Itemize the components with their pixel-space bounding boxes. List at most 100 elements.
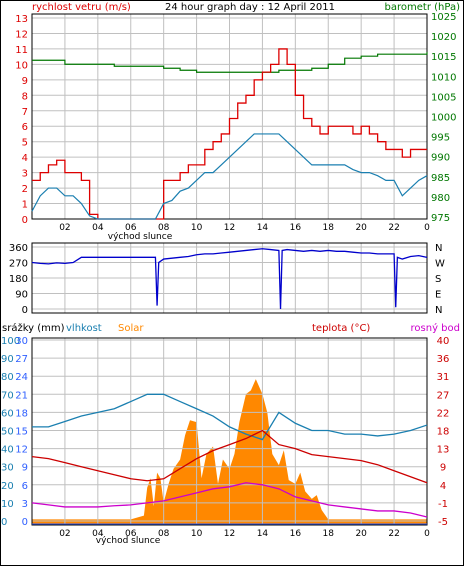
rain-tick-label: 9 [22,463,28,474]
temperature-tick-label: 27 [437,390,450,401]
x-tick-label: 20 [355,529,367,539]
panel-direction-frame [31,242,428,314]
x-tick-label: 04 [92,529,104,539]
y-tick-label: 90 [15,290,28,301]
x-tick-label: 04 [92,223,104,233]
panel-climate-frame [31,337,428,526]
y-tick-label: 1000 [431,113,456,124]
y-tick-label: 1020 [431,32,456,43]
humidity-tick-label: 40 [1,445,14,456]
y-tick-label: 990 [431,153,450,164]
panel-climate-sunrise-label: východ slunce [96,536,161,546]
panel-direction-grid [32,243,428,313]
x-tick-label: 02 [59,529,70,539]
panel-climate-x-axis: 02 04 06 08 10 12 14 16 18 20 22 0 [59,529,430,539]
x-tick-label: 08 [158,529,170,539]
x-tick-label: 08 [158,223,170,233]
compass-label: N [435,243,442,254]
rain-tick-label: 12 [15,445,28,456]
x-tick-label: 16 [290,529,302,539]
rain-tick-label: 0 [22,517,28,528]
series-direction [31,248,428,310]
y-tick-label: 360 [9,243,28,254]
panel-wind-sunrise-label: východ slunce [108,232,173,242]
x-tick-label: 10 [191,529,203,539]
rain-tick-label: 18 [15,408,28,419]
humidity-tick-label: 100 [1,336,20,347]
x-tick-label: 22 [388,529,399,539]
rain-tick-label: 21 [15,390,28,401]
x-tick-label: 06 [125,529,137,539]
panel-climate-series [31,393,428,525]
temperature-tick-label: 31 [437,372,450,383]
x-tick-label: 10 [191,223,203,233]
humidity-tick-label: 10 [1,499,14,510]
humidity-tick-label: 60 [1,408,14,419]
y-tick-label: 1025 [431,12,456,23]
y-tick-label: 270 [9,259,28,270]
rain-tick-label: 3 [22,499,28,510]
humidity-tick-label: 80 [1,372,14,383]
legend-temperature: teplota (°C) [312,323,370,334]
x-tick-label: 14 [257,223,269,233]
panel-wind-right-title: barometr (hPa) [385,2,461,13]
legend-rain: srážky (mm) [2,322,65,334]
series-pressure [32,52,428,73]
rain-tick-label: 27 [15,354,28,365]
panel-wind-frame [31,13,428,220]
temperature-tick-label: 4 [440,481,446,492]
rain-tick-label: 30 [15,336,28,347]
compass-label: E [435,290,441,301]
y-tick-label: 4 [22,153,28,164]
humidity-tick-label: 0 [1,517,7,528]
legend-solar: Solar [118,323,144,334]
panel-climate-rain-axis: 0 3 6 9 12 15 18 21 24 27 30 [15,336,28,528]
x-tick-label: 0 [424,529,430,539]
y-tick-label: 0 [22,305,28,316]
series-temperature [31,429,428,484]
series-gust [31,133,428,220]
rain-tick-label: 6 [22,481,28,492]
temperature-tick-label: 22 [437,408,450,419]
rain-tick-label: 24 [15,372,28,383]
y-tick-label: 5 [22,138,28,149]
x-tick-label: 12 [224,529,235,539]
x-tick-label: 06 [125,223,137,233]
series-wind [32,48,427,220]
panel-climate-temperature-axis: -5 -1 4 9 13 18 22 27 31 36 40 [437,336,450,528]
panel-wind-title: 24 hour graph day : 12 April 2011 [165,2,335,13]
y-tick-label: 0 [22,215,28,226]
x-tick-label: 02 [59,223,70,233]
y-tick-label: 13 [15,14,28,25]
legend-dewpoint: rosný bod [411,322,460,334]
x-tick-label: 18 [323,529,335,539]
legend-humidity: vlhkost [66,323,102,334]
y-tick-label: 180 [9,274,28,285]
x-tick-label: 16 [290,223,302,233]
x-tick-label: 0 [424,223,430,233]
x-tick-label: 18 [323,223,335,233]
y-tick-label: 9 [22,76,28,87]
temperature-tick-label: 9 [440,463,446,474]
panel-wind-x-axis: 02 04 06 08 10 12 14 16 18 20 22 0 [59,223,430,233]
temperature-tick-label: -5 [438,517,448,528]
y-tick-label: 10 [15,60,28,71]
y-tick-label: 975 [431,213,450,224]
panel-climate-humidity-axis: 0 10 20 30 40 50 60 70 80 90 100 [1,336,20,528]
y-tick-label: 11 [15,45,28,56]
y-tick-label: 3 [22,169,28,180]
y-tick-label: 2 [22,184,28,195]
y-tick-label: 1010 [431,72,456,83]
y-tick-label: 6 [22,122,28,133]
humidity-tick-label: 30 [1,463,14,474]
y-tick-label: 8 [22,91,28,102]
y-tick-label: 7 [22,107,28,118]
y-tick-label: 1005 [431,92,456,103]
x-tick-label: 14 [257,529,269,539]
humidity-tick-label: 50 [1,427,14,438]
panel-wind-left-title: rychlost vetru (m/s) [32,2,131,13]
